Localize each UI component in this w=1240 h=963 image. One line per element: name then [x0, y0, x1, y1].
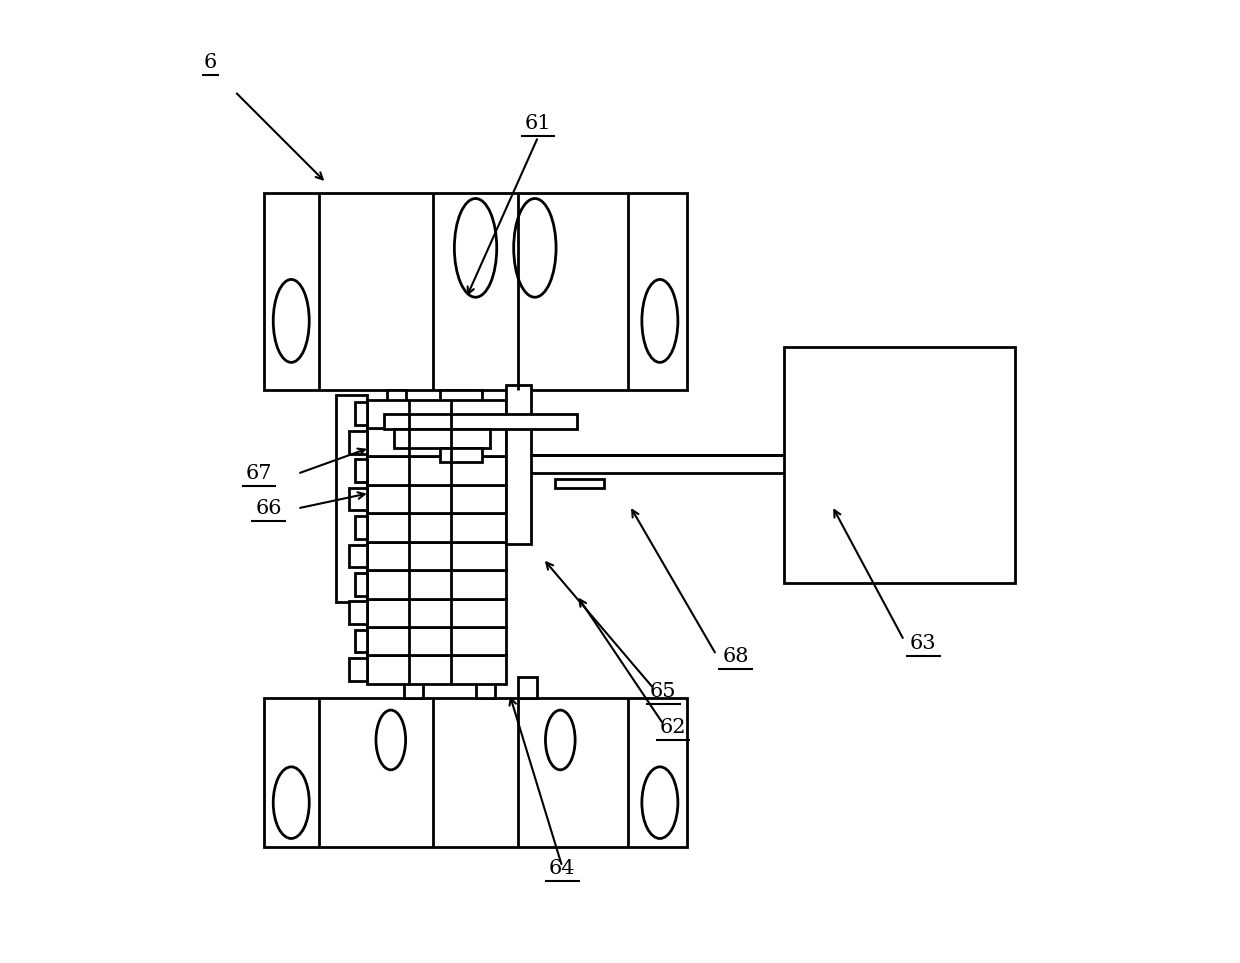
Ellipse shape — [642, 767, 678, 839]
Text: 67: 67 — [246, 464, 272, 483]
Text: 62: 62 — [660, 717, 686, 737]
Text: 6: 6 — [205, 53, 217, 72]
Bar — [476, 674, 495, 698]
Bar — [355, 630, 367, 653]
Ellipse shape — [513, 198, 556, 298]
Ellipse shape — [642, 279, 678, 362]
Text: 68: 68 — [723, 647, 749, 666]
Ellipse shape — [273, 279, 309, 362]
Bar — [367, 627, 506, 655]
Bar — [367, 400, 506, 429]
Bar — [355, 573, 367, 596]
Bar — [440, 448, 482, 462]
Text: 64: 64 — [549, 859, 575, 878]
Bar — [336, 395, 367, 602]
Text: 63: 63 — [910, 634, 936, 653]
Bar — [440, 390, 482, 674]
Bar — [264, 698, 687, 847]
Bar — [393, 429, 490, 448]
Bar — [367, 485, 506, 513]
Bar — [384, 414, 577, 429]
Bar — [355, 403, 367, 426]
Bar — [350, 544, 367, 567]
Ellipse shape — [273, 767, 309, 839]
Bar — [784, 347, 1014, 583]
Bar — [355, 459, 367, 482]
Bar — [367, 655, 506, 684]
Text: 65: 65 — [650, 682, 677, 701]
Bar — [367, 513, 506, 541]
Bar — [264, 193, 687, 390]
Ellipse shape — [376, 710, 405, 769]
Bar — [367, 428, 506, 456]
Bar — [350, 487, 367, 510]
Bar — [367, 598, 506, 627]
Bar — [403, 677, 423, 698]
Bar — [355, 516, 367, 539]
Bar — [367, 456, 506, 485]
Ellipse shape — [454, 198, 497, 298]
Bar — [448, 390, 467, 440]
Bar — [387, 390, 405, 414]
Bar — [518, 677, 537, 698]
Bar — [556, 479, 604, 488]
Bar — [367, 541, 506, 570]
Bar — [350, 658, 367, 681]
Ellipse shape — [546, 710, 575, 769]
Bar — [350, 601, 367, 624]
Bar — [350, 430, 367, 454]
Text: 66: 66 — [255, 499, 281, 518]
Bar — [506, 385, 532, 544]
Text: 61: 61 — [525, 114, 552, 133]
Bar — [510, 390, 528, 414]
Bar — [367, 570, 506, 598]
